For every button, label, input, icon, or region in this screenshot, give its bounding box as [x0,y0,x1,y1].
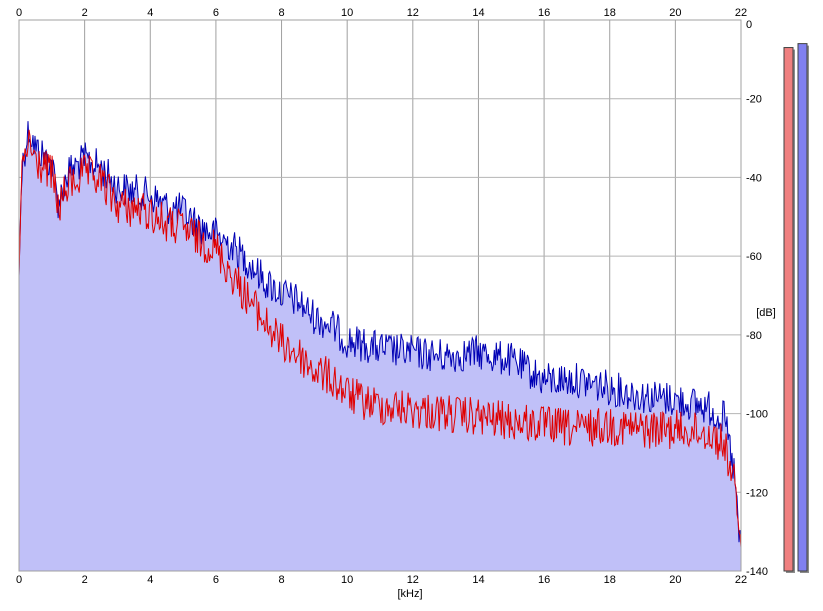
y-tick-label: -80 [746,330,762,342]
level-meter-bar [797,43,808,572]
y-axis-right: 0 -20 -40 -60 -80 -100 -120 -140 [746,19,768,578]
x-tick-label-top: 12 [407,7,419,19]
x-tick-label-bottom: 4 [147,574,153,586]
x-tick-label-bottom: 0 [16,574,22,586]
plot-border [18,19,742,572]
x-axis-top: 0 2 4 6 8 10 12 14 16 18 20 22 [16,7,747,19]
x-tick-label-bottom: 12 [407,574,419,586]
y-tick-label: 0 [746,19,752,31]
x-tick-label-bottom: 18 [604,574,616,586]
series-line-blue [18,121,742,544]
level-meters [783,43,809,574]
level-meter-bar [783,47,794,572]
y-tick-label: -40 [746,172,762,184]
y-axis-label: [dB] [756,307,776,319]
x-tick-label-top: 2 [82,7,88,19]
y-tick-label: -140 [746,566,768,578]
y-tick-label: -120 [746,487,768,499]
x-tick-label-top: 18 [604,7,616,19]
x-tick-label-bottom: 22 [735,574,747,586]
y-tick-label: -60 [746,251,762,263]
x-tick-label-bottom: 16 [538,574,550,586]
x-tick-label-bottom: 14 [472,574,484,586]
y-tick-label: -100 [746,409,768,421]
x-tick-label-bottom: 20 [669,574,681,586]
y-tick-label: -20 [746,94,762,106]
x-tick-label-bottom: 2 [82,574,88,586]
x-tick-label-top: 14 [472,7,484,19]
x-tick-label-bottom: 10 [341,574,353,586]
x-tick-label-top: 6 [213,7,219,19]
x-tick-label-top: 8 [278,7,284,19]
x-axis-bottom: 0 2 4 6 8 10 12 14 16 18 20 22 [16,574,747,586]
x-tick-label-bottom: 8 [278,574,284,586]
series-line-red [18,129,742,548]
x-axis-label: [kHz] [397,588,422,600]
x-tick-label-top: 4 [147,7,153,19]
x-tick-label-top: 22 [735,7,747,19]
x-tick-label-bottom: 6 [213,574,219,586]
x-tick-label-top: 20 [669,7,681,19]
x-tick-label-top: 16 [538,7,550,19]
x-tick-label-top: 10 [341,7,353,19]
x-tick-label-top: 0 [16,7,22,19]
